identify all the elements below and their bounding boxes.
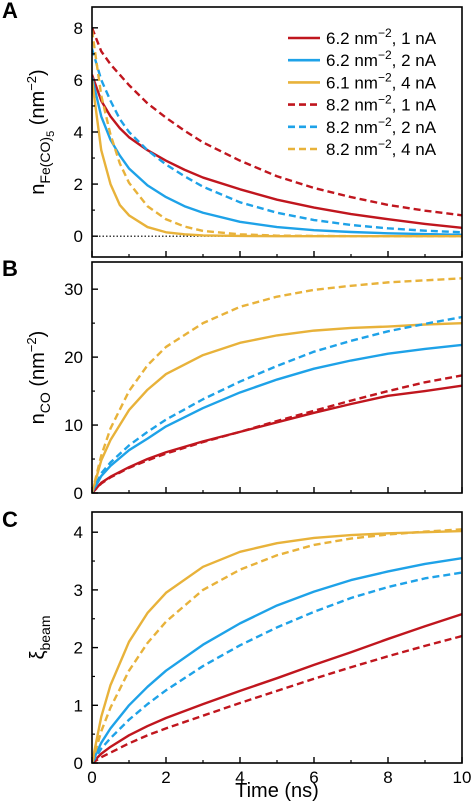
y-tick-label: 0	[74, 754, 83, 773]
panel-letter: A	[2, 0, 18, 23]
x-tick-label: 2	[161, 768, 170, 787]
legend-label-main: 6.2 nm	[326, 51, 378, 70]
y-axis-label-unit: (nm	[27, 352, 49, 392]
series-line-2	[92, 343, 462, 493]
panel-b: B 0 10 20 30 nCO (nm−2)	[2, 256, 463, 503]
legend-label-sup: −2	[378, 48, 392, 62]
legend-label-main: 8.2 nm	[326, 118, 378, 137]
y-tick-label: 1	[74, 696, 83, 715]
y-axis-label-base: n	[27, 184, 49, 195]
y-tick-label: 8	[74, 19, 83, 38]
series-group	[92, 277, 462, 493]
legend: 6.2 nm−2, 1 nA6.2 nm−2, 2 nA6.1 nm−2, 4 …	[288, 26, 437, 159]
x-tick-label: 6	[309, 768, 318, 787]
y-axis-label-sub: beam	[37, 616, 53, 651]
legend-label-sup: −2	[378, 26, 392, 40]
y-axis-label: nFe(CO)5 (nm−2)	[24, 69, 57, 194]
y-axis-label-sub: CO	[37, 392, 53, 413]
legend-label-tail: , 4 nA	[392, 140, 437, 159]
series-line-4	[92, 634, 462, 763]
legend-label-3: 6.1 nm−2, 4 nA	[326, 70, 437, 92]
panel-letter: B	[2, 256, 18, 281]
legend-label-1: 6.2 nm−2, 1 nA	[326, 26, 437, 48]
y-axis-label-sub: Fe(CO)	[37, 137, 53, 184]
y-axis-label-subsub: 5	[45, 131, 57, 137]
y-axis-label-base: ξ	[27, 651, 49, 660]
y-tick-label: 4	[74, 523, 83, 542]
x-tick-label: 8	[383, 768, 392, 787]
series-line-3	[92, 321, 462, 493]
series-line-4	[92, 27, 462, 217]
series-line-1	[92, 612, 462, 763]
legend-label-main: 6.1 nm	[326, 73, 378, 92]
y-tick-label: 10	[64, 416, 83, 435]
y-axis-label-close: )	[27, 69, 49, 76]
legend-label-sup: −2	[378, 115, 392, 129]
legend-label-tail: , 1 nA	[392, 96, 437, 115]
legend-label-main: 8.2 nm	[326, 96, 378, 115]
series-line-3	[92, 79, 462, 238]
series-line-3	[92, 529, 462, 763]
x-tick-label: 0	[87, 768, 96, 787]
legend-label-5: 8.2 nm−2, 2 nA	[326, 115, 437, 137]
legend-label-tail: , 2 nA	[392, 118, 437, 137]
series-line-2	[92, 556, 462, 763]
y-tick-label: 30	[64, 280, 83, 299]
legend-label-main: 8.2 nm	[326, 140, 378, 159]
y-tick-label: 0	[74, 227, 83, 246]
legend-label-tail: , 2 nA	[392, 51, 437, 70]
y-tick-label: 4	[74, 123, 83, 142]
series-line-2	[92, 77, 462, 237]
y-axis-label-unit: (nm	[27, 91, 49, 131]
series-line-5	[92, 315, 462, 493]
legend-label-main: 6.2 nm	[326, 29, 378, 48]
y-tick-label: 6	[74, 71, 83, 90]
series-line-1	[92, 74, 462, 230]
y-tick-label: 0	[74, 484, 83, 503]
panel-c: C 0 2 4 6 8 10 0 1 2 3 4 ξbeam	[2, 507, 471, 787]
y-tick-label: 2	[74, 639, 83, 658]
y-tick-label: 2	[74, 175, 83, 194]
y-tick-label: 3	[74, 581, 83, 600]
y-tick-label: 20	[64, 348, 83, 367]
series-line-4	[92, 374, 462, 493]
y-axis-label: ξbeam	[27, 616, 53, 660]
legend-label-tail: , 4 nA	[392, 73, 437, 92]
y-axis-label-close: )	[27, 331, 49, 338]
series-group	[92, 27, 462, 238]
legend-label-2: 6.2 nm−2, 2 nA	[326, 48, 437, 70]
x-tick-label: 4	[235, 768, 244, 787]
y-axis-label-base: n	[27, 413, 49, 424]
legend-label-tail: , 1 nA	[392, 29, 437, 48]
legend-label-4: 8.2 nm−2, 1 nA	[326, 93, 437, 115]
series-line-5	[92, 48, 462, 234]
y-axis-label-sup: −2	[24, 76, 39, 91]
series-group	[92, 528, 462, 763]
x-tick-label: 10	[453, 768, 472, 787]
y-axis-label-sup: −2	[24, 337, 39, 352]
legend-label-sup: −2	[378, 93, 392, 107]
legend-label-6: 8.2 nm−2, 4 nA	[326, 137, 437, 159]
legend-label-sup: −2	[378, 70, 392, 84]
series-line-5	[92, 571, 462, 763]
y-axis-label: nCO (nm−2)	[24, 331, 53, 425]
x-axis-label: Time (ns)	[235, 780, 319, 802]
panel-letter: C	[2, 507, 18, 532]
legend-label-sup: −2	[378, 137, 392, 151]
series-line-6	[92, 528, 462, 763]
